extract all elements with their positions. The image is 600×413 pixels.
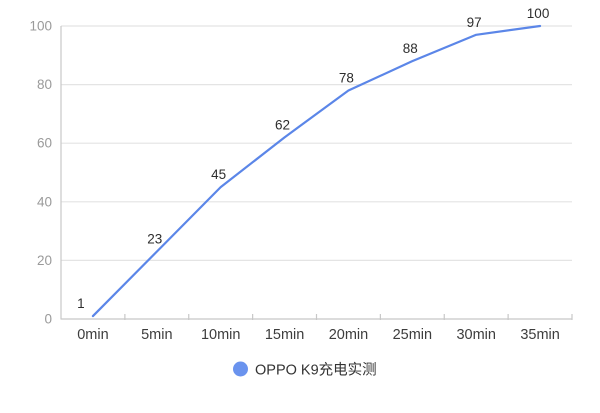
point-label: 23 bbox=[147, 232, 162, 247]
legend-label: OPPO K9充电实测 bbox=[255, 362, 377, 379]
gridlines-layer bbox=[61, 25, 572, 261]
y-tick-label: 60 bbox=[37, 136, 52, 151]
x-tick-label: 20min bbox=[329, 327, 369, 343]
legend-item[interactable]: OPPO K9充电实测 bbox=[233, 361, 377, 379]
series-line bbox=[91, 24, 542, 318]
point-labels-layer: 1 23 45 62 78 88 97 100 bbox=[77, 6, 549, 311]
point-label: 1 bbox=[77, 296, 85, 311]
y-tick-label: 20 bbox=[37, 253, 52, 268]
x-tick-label: 0min bbox=[77, 327, 108, 343]
series-layer bbox=[91, 24, 542, 318]
x-tick-label: 15min bbox=[265, 327, 305, 343]
x-tick-label: 35min bbox=[520, 327, 560, 343]
y-tick-label: 100 bbox=[29, 19, 52, 34]
y-tick-label: 80 bbox=[37, 77, 52, 92]
x-tick-label: 10min bbox=[201, 327, 241, 343]
x-tick-label: 25min bbox=[393, 327, 433, 343]
point-label: 62 bbox=[275, 117, 290, 132]
y-axis-labels: 0 20 40 60 80 100 bbox=[29, 19, 52, 327]
point-label: 100 bbox=[527, 6, 550, 21]
x-tick-label: 5min bbox=[141, 327, 172, 343]
legend-marker-icon bbox=[233, 361, 248, 377]
point-label: 78 bbox=[339, 70, 354, 85]
x-axis-labels: 0min 5min 10min 15min 20min 25min 30min 35min bbox=[77, 327, 560, 343]
point-label: 88 bbox=[403, 41, 418, 56]
point-label: 97 bbox=[467, 15, 482, 30]
y-tick-label: 40 bbox=[37, 194, 52, 209]
point-label: 45 bbox=[211, 167, 226, 182]
axes-layer bbox=[60, 26, 573, 320]
y-tick-label: 0 bbox=[44, 312, 52, 327]
x-tick-label: 30min bbox=[456, 327, 496, 343]
